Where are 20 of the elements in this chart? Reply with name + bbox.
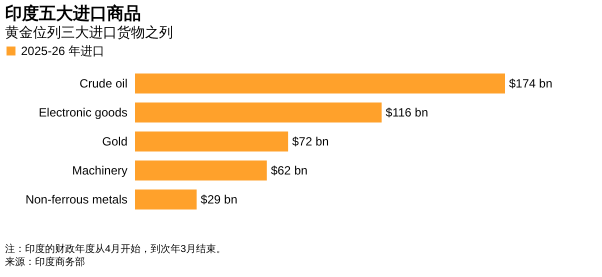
chart-subtitle: 黄金位列三大进口货物之列 [5, 24, 173, 40]
y-tick-label: Gold [102, 134, 128, 148]
bar [135, 190, 197, 210]
bar [135, 102, 382, 122]
text: 注：印度的财政年度从4月开始，到次年3月结束。 [5, 243, 226, 255]
bar [135, 160, 267, 180]
y-tick-label: Machinery [72, 164, 128, 178]
chart-title: 印度五大进口商品 [5, 4, 141, 23]
y-tick-label: Crude oil [79, 76, 128, 90]
data-label: $116 bn [386, 106, 428, 120]
y-tick-label: Non-ferrous metals [25, 192, 128, 206]
source-note: 来源：印度商务部 [5, 256, 85, 268]
y-tick-label: Electronic goods [38, 106, 128, 120]
data-label: $29 bn [200, 192, 238, 206]
legend-label: 2025-26 年进口 [21, 44, 104, 58]
data-label: $72 bn [292, 134, 329, 148]
bar [135, 74, 505, 94]
data-label: $62 bn [270, 164, 308, 178]
bar [135, 132, 288, 152]
data-label: $174 bn [509, 76, 552, 90]
